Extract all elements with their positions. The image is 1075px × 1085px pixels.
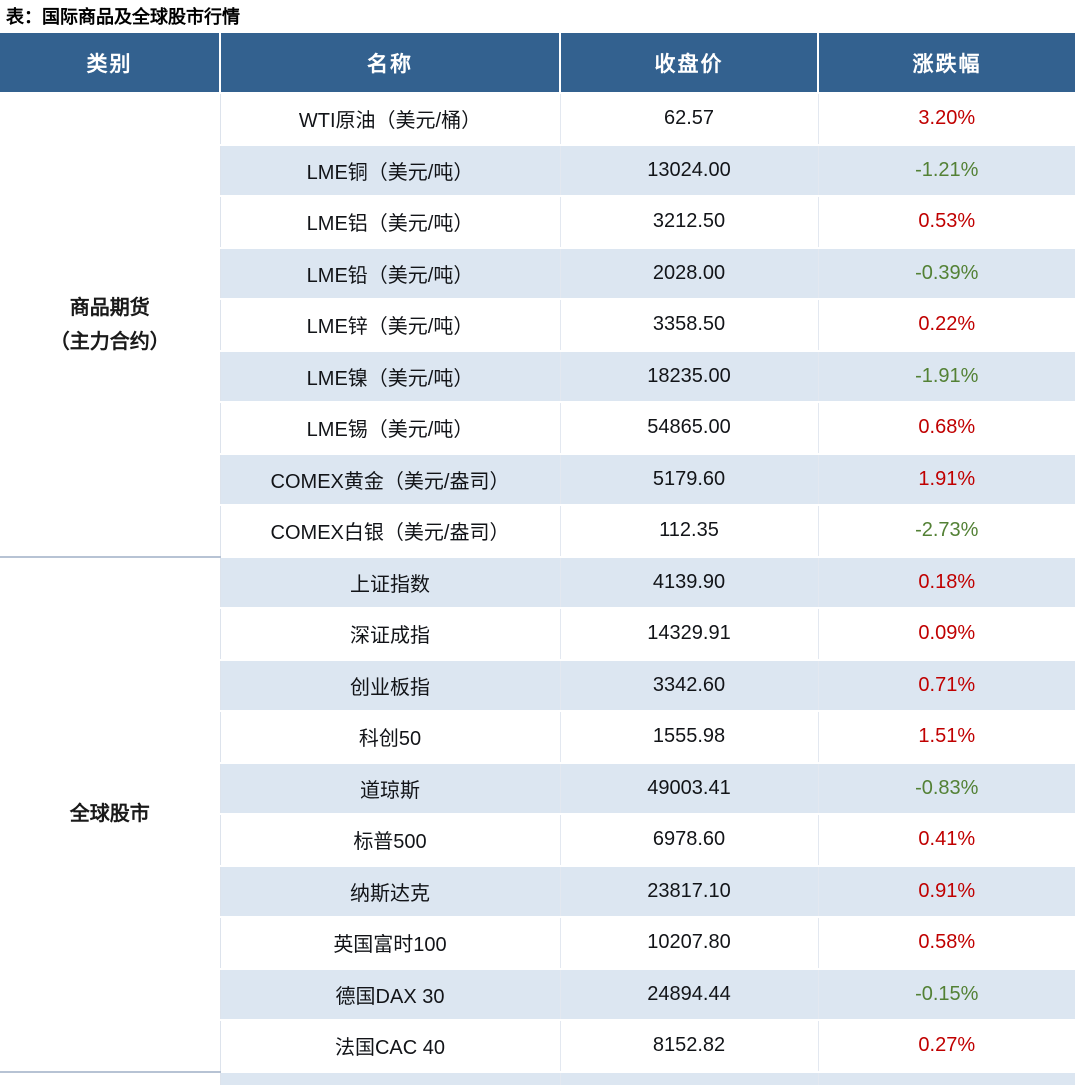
table-row: 纳斯达克 23817.10 0.91%: [0, 864, 1075, 917]
name-cell: LME铝（美元/吨）: [219, 195, 560, 248]
change-cell: 0.09%: [817, 607, 1075, 660]
change-cell: 0.27%: [817, 1019, 1075, 1072]
change-cell: -1.91%: [817, 349, 1075, 402]
table-row: 深证成指 14329.91 0.09%: [0, 607, 1075, 660]
close-cell: 3358.50: [559, 298, 818, 351]
close-cell: 8152.82: [559, 1019, 818, 1072]
change-cell: -0.83%: [817, 761, 1075, 814]
table-row: LME铜（美元/吨） 13024.00 -1.21%: [0, 143, 1075, 196]
close-cell: 14329.91: [559, 607, 818, 660]
table-row: 创业板指 3342.60 0.71%: [0, 658, 1075, 711]
change-cell: 0.71%: [817, 658, 1075, 711]
change-cell: 0.53%: [817, 195, 1075, 248]
close-cell: 13024.00: [559, 143, 818, 196]
category-label-line: 商品期货: [69, 296, 150, 319]
change-cell: 0.68%: [817, 401, 1075, 454]
category-label-line: 外汇市场: [1, 1080, 219, 1085]
close-cell: 2028.00: [559, 246, 818, 299]
change-cell: -1.21%: [817, 143, 1075, 196]
name-cell: LME铅（美元/吨）: [219, 246, 560, 299]
name-cell: 科创50: [219, 710, 560, 763]
name-cell: LME铜（美元/吨）: [219, 143, 560, 196]
table-row: 商品期货 （主力合约） WTI原油（美元/桶） 62.57 3.20%: [0, 92, 1075, 557]
change-cell: 0.18%: [817, 555, 1075, 608]
name-cell: 上证指数: [219, 555, 560, 608]
name-cell: LME锡（美元/吨）: [219, 401, 560, 454]
name-cell: 创业板指: [219, 658, 560, 711]
table-row: COMEX黄金（美元/盎司） 5179.60 1.91%: [0, 452, 1075, 505]
table-row: 科创50 1555.98 1.51%: [0, 710, 1075, 763]
close-cell: 23817.10: [559, 864, 818, 917]
category-label-line: （主力合约）: [49, 330, 170, 353]
change-cell: -0.15%: [817, 967, 1075, 1020]
close-cell: 3212.50: [559, 195, 818, 248]
close-cell: 6978.60: [559, 813, 818, 866]
name-cell: COMEX黄金（美元/盎司）: [219, 452, 560, 505]
close-cell: 49003.41: [559, 761, 818, 814]
change-cell: 0.22%: [817, 298, 1075, 351]
change-cell: 0.58%: [817, 916, 1075, 969]
table-row: 标普500 6978.60 0.41%: [0, 813, 1075, 866]
name-cell: WTI原油（美元/桶）: [219, 92, 560, 145]
table-row: LME锡（美元/吨） 54865.00 0.68%: [0, 401, 1075, 454]
name-cell: 法国CAC 40: [219, 1019, 560, 1072]
change-cell: -1.32%: [817, 1070, 1075, 1085]
change-cell: 1.91%: [817, 452, 1075, 505]
name-cell: 美元指数: [219, 1070, 560, 1085]
close-cell: 18235.00: [559, 349, 818, 402]
change-cell: 1.51%: [817, 710, 1075, 763]
close-cell: 10207.80: [559, 916, 818, 969]
category-cell-forex-market: 外汇市场: [0, 1070, 220, 1085]
close-cell: 54865.00: [559, 401, 818, 454]
table-row: 道琼斯 49003.41 -0.83%: [0, 761, 1075, 814]
name-cell: 深证成指: [219, 607, 560, 660]
table-header: 类别 名称 收盘价 涨跌幅: [0, 33, 1075, 93]
market-table: 类别 名称 收盘价 涨跌幅 商品期货 （主力合约） WTI原油（美元/桶） 62…: [0, 33, 1075, 1085]
col-header-category: 类别: [0, 33, 220, 93]
close-cell: 3342.60: [559, 658, 818, 711]
col-header-change: 涨跌幅: [817, 33, 1075, 93]
name-cell: 英国富时100: [219, 916, 560, 969]
table-title: 表：国际商品及全球股市行情: [6, 7, 240, 27]
name-cell: COMEX白银（美元/盎司）: [219, 504, 560, 557]
table-row: 法国CAC 40 8152.82 0.27%: [0, 1019, 1075, 1072]
table-row: LME镍（美元/吨） 18235.00 -1.91%: [0, 349, 1075, 402]
name-cell: 道琼斯: [219, 761, 560, 814]
name-cell: LME锌（美元/吨）: [219, 298, 560, 351]
table-row: COMEX白银（美元/盎司） 112.35 -2.73%: [0, 504, 1075, 557]
name-cell: 标普500: [219, 813, 560, 866]
name-cell: 德国DAX 30: [219, 967, 560, 1020]
category-label-line: 全球股市: [69, 803, 150, 825]
close-cell: 24894.44: [559, 967, 818, 1020]
change-cell: -0.39%: [817, 246, 1075, 299]
table-row: 外汇市场 美元指数 95.77 -1.32%: [0, 1070, 1075, 1085]
name-cell: LME镍（美元/吨）: [219, 349, 560, 402]
table-row: 英国富时100 10207.80 0.58%: [0, 916, 1075, 969]
table-row: LME锌（美元/吨） 3358.50 0.22%: [0, 298, 1075, 351]
category-cell-commodity-futures: 商品期货 （主力合约）: [0, 92, 220, 557]
col-header-name: 名称: [219, 33, 560, 93]
change-cell: 0.91%: [817, 864, 1075, 917]
close-cell: 4139.90: [559, 555, 818, 608]
close-cell: 95.77: [559, 1070, 818, 1085]
name-cell: 纳斯达克: [219, 864, 560, 917]
close-cell: 5179.60: [559, 452, 818, 505]
table-row: 德国DAX 30 24894.44 -0.15%: [0, 967, 1075, 1020]
change-cell: 0.41%: [817, 813, 1075, 866]
table-row: LME铅（美元/吨） 2028.00 -0.39%: [0, 246, 1075, 299]
close-cell: 62.57: [559, 92, 818, 145]
col-header-close: 收盘价: [559, 33, 818, 93]
change-cell: 3.20%: [817, 92, 1075, 145]
close-cell: 1555.98: [559, 710, 818, 763]
header-row: 类别 名称 收盘价 涨跌幅: [0, 33, 1075, 93]
table-row: LME铝（美元/吨） 3212.50 0.53%: [0, 195, 1075, 248]
change-cell: -2.73%: [817, 504, 1075, 557]
table-row: 全球股市 上证指数 4139.90 0.18%: [0, 555, 1075, 1072]
category-cell-global-equities: 全球股市: [0, 555, 220, 1072]
close-cell: 112.35: [559, 504, 818, 557]
